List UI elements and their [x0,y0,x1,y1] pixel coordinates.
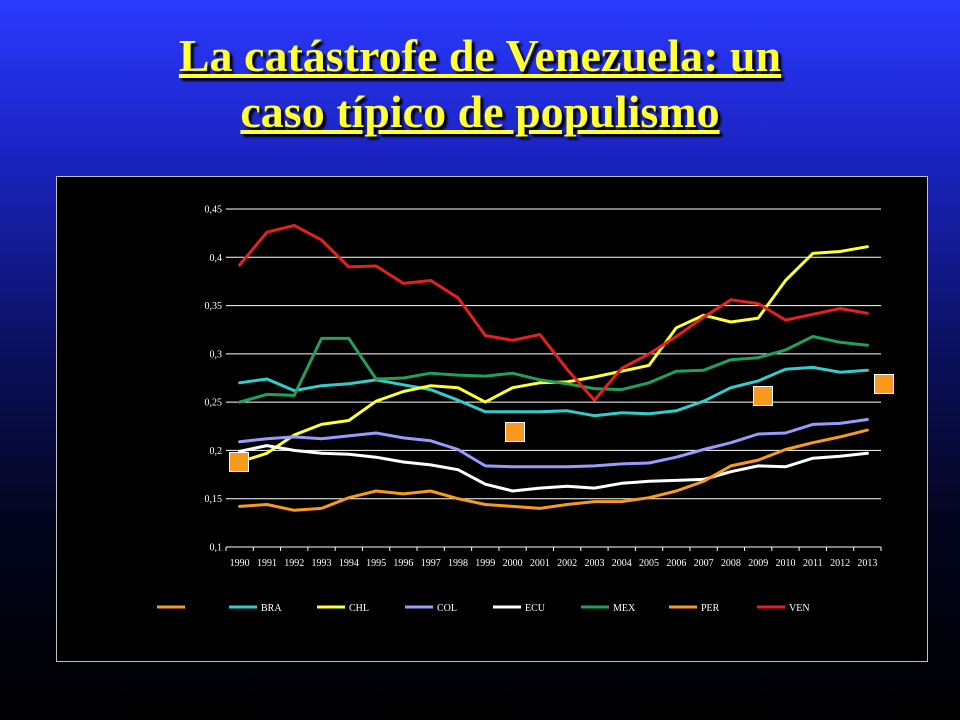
legend-label-col: COL [437,603,457,614]
legend-label-mex: MEX [613,603,636,614]
x-tick-label: 2009 [748,558,768,569]
series-line-ecu [238,444,869,493]
y-tick-label: 0,45 [205,205,223,216]
x-tick-label: 1998 [448,558,468,569]
x-tick-label: 2001 [530,558,550,569]
x-tick-label: 2002 [557,558,577,569]
x-tick-label: 2010 [775,558,795,569]
chart-panel: 0,45 0,4 0,35 0,3 0,25 0,2 0,15 0,1 1990 1991 1992… [56,176,928,662]
orange-square-marker-2009 [753,386,773,406]
x-tick-label: 1995 [366,558,386,569]
x-tick-label: 2007 [694,558,714,569]
slide-title-line-2: caso típico de populismo [240,86,720,137]
series-line-col [238,418,869,469]
legend-label-per: PER [701,603,720,614]
x-tick-label: 2004 [612,558,632,569]
legend-label-bra: BRA [261,603,282,614]
orange-square-marker-2001 [505,422,525,442]
y-tick-label: 0,15 [205,494,223,505]
y-tick-label: 0,2 [210,446,223,457]
y-tick-label: 0,4 [210,253,223,264]
x-tick-label: 1999 [475,558,495,569]
x-tick-label: 2003 [584,558,604,569]
x-tick-label: 1990 [230,558,250,569]
y-tick-label: 0,25 [205,398,223,409]
x-tick-label: 2000 [503,558,523,569]
legend-label-ven: VEN [789,603,810,614]
x-tick-label: 2006 [666,558,686,569]
orange-square-marker-2013 [874,374,894,394]
y-tick-label: 0,1 [210,543,223,554]
x-tick-label: 2008 [721,558,741,569]
x-tick-label: 1991 [257,558,277,569]
y-tick-label: 0,3 [210,349,223,360]
series-line-per [238,428,869,512]
x-tick-label: 1996 [393,558,413,569]
x-tick-label: 1994 [339,558,359,569]
y-tick-label: 0,35 [205,301,223,312]
x-tick-label: 2011 [803,558,823,569]
series-line-bra [238,365,869,418]
line-chart: 0,45 0,4 0,35 0,3 0,25 0,2 0,15 0,1 1990 1991 1992… [157,205,882,614]
slide-title: La catástrofe de Venezuela: un caso típi… [0,28,960,140]
slide-title-line-1: La catástrofe de Venezuela: un [178,30,782,81]
x-tick-label: 1997 [421,558,441,569]
orange-square-marker-1990 [229,452,249,472]
x-tick-label: 1992 [284,558,304,569]
x-tick-label: 2012 [830,558,850,569]
x-tick-label: 2005 [639,558,659,569]
series-line-ven [238,223,869,402]
x-tick-label: 1993 [312,558,332,569]
legend-label-ecu: ECU [525,603,546,614]
series-line-mex [238,335,869,404]
legend-label-chl: CHL [349,603,369,614]
x-tick-label: 2013 [857,558,877,569]
